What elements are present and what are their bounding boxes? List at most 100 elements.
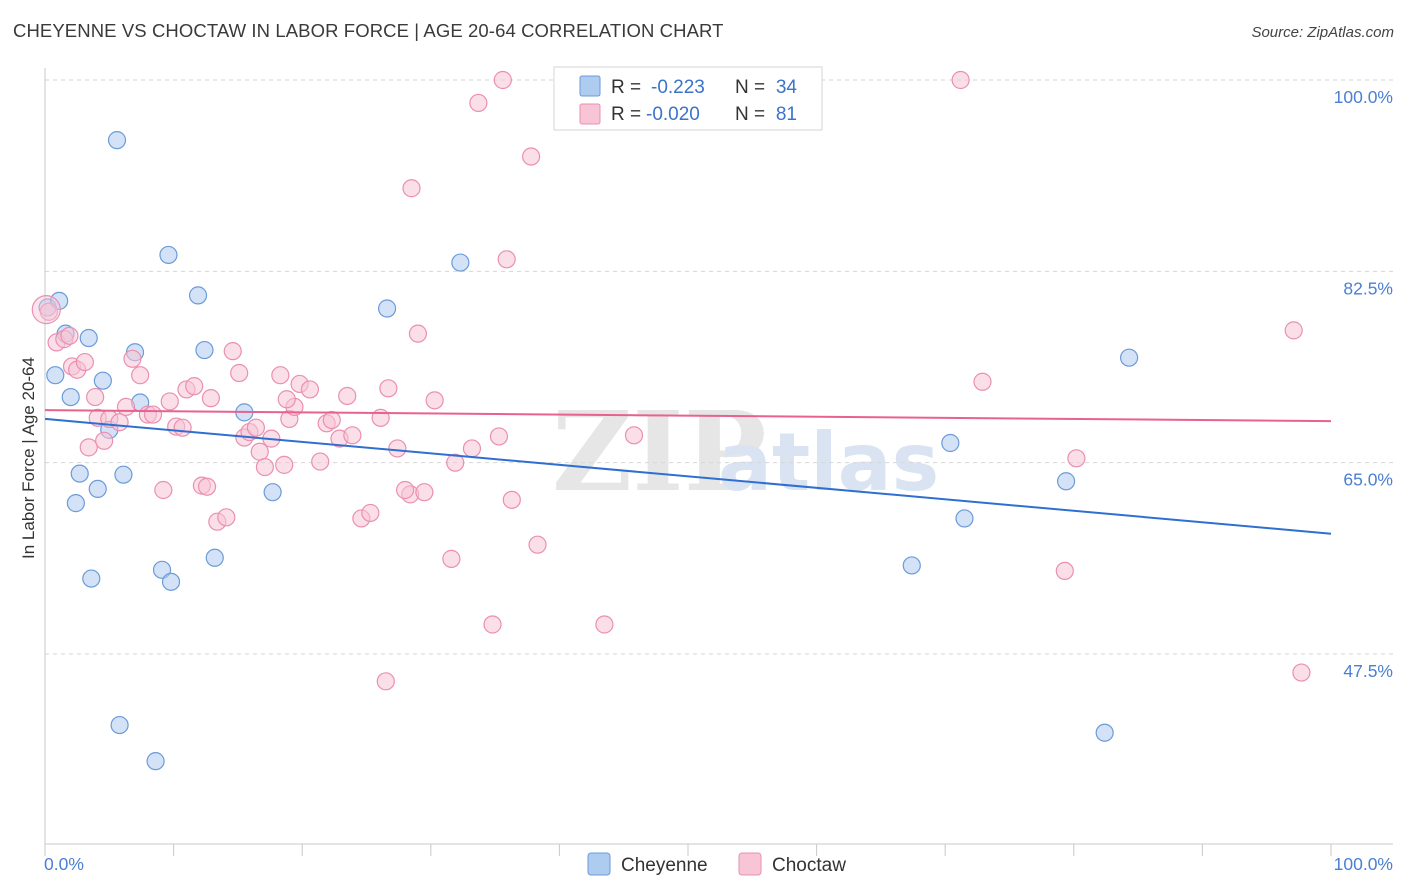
point-choctaw-74 xyxy=(973,372,992,391)
point-choctaw-35 xyxy=(255,457,275,477)
point-choctaw-18 xyxy=(154,480,173,500)
point-choctaw-75 xyxy=(1055,561,1074,581)
point-choctaw-48 xyxy=(343,426,362,445)
point-choctaw-79 xyxy=(395,480,415,500)
point-cheyenne-10 xyxy=(93,371,112,390)
point-choctaw-0 xyxy=(39,302,58,321)
point-cheyenne-7 xyxy=(70,464,89,483)
point-choctaw-28 xyxy=(217,508,236,527)
point-choctaw-55 xyxy=(415,483,434,502)
point-choctaw-67 xyxy=(402,179,421,198)
point-choctaw-26 xyxy=(201,389,220,408)
x-tick-label-max: 100.0% xyxy=(1334,854,1393,874)
legend-swatch-choctaw xyxy=(579,103,601,125)
legend-n-label-choctaw: N = xyxy=(735,104,765,125)
point-cheyenne-30 xyxy=(955,509,974,528)
point-choctaw-33 xyxy=(246,418,266,437)
point-cheyenne-21 xyxy=(188,286,208,305)
point-choctaw-70 xyxy=(483,615,502,634)
point-choctaw-17 xyxy=(143,405,163,424)
legend-box: R = -0.223 N = 34 R = -0.020 N = 81 xyxy=(553,66,823,131)
point-choctaw-63 xyxy=(502,490,521,509)
point-cheyenne-29 xyxy=(941,433,960,453)
point-choctaw-37 xyxy=(271,366,290,385)
bottom-legend-swatch-choctaw xyxy=(738,852,762,876)
gridlines xyxy=(45,79,1393,655)
point-choctaw-76 xyxy=(1067,449,1086,468)
legend-r-value-cheyenne: -0.223 xyxy=(651,77,705,98)
point-choctaw-29 xyxy=(223,342,242,361)
trend-lines xyxy=(44,409,1332,535)
point-cheyenne-13 xyxy=(114,465,133,484)
point-cheyenne-6 xyxy=(66,494,85,513)
point-choctaw-60 xyxy=(469,93,488,113)
point-choctaw-61 xyxy=(493,70,512,90)
point-cheyenne-2 xyxy=(46,366,65,385)
point-choctaw-62 xyxy=(489,427,509,446)
legend-r-value-choctaw: -0.020 xyxy=(646,104,700,125)
point-cheyenne-33 xyxy=(1095,723,1114,742)
point-cheyenne-5 xyxy=(61,387,80,407)
y-tick-label-2: 65.0% xyxy=(1343,470,1393,490)
bottom-legend-label-cheyenne: Cheyenne xyxy=(621,855,708,876)
point-cheyenne-17 xyxy=(146,752,165,771)
y-axis-label: In Labor Force | Age 20-64 xyxy=(19,357,38,559)
point-cheyenne-23 xyxy=(205,548,224,567)
point-cheyenne-8 xyxy=(82,569,101,588)
legend-swatch-cheyenne xyxy=(579,75,601,97)
point-choctaw-65 xyxy=(528,535,547,554)
point-choctaw-51 xyxy=(371,408,390,427)
y-tick-label-1: 82.5% xyxy=(1343,278,1393,298)
point-choctaw-43 xyxy=(311,452,330,471)
point-cheyenne-31 xyxy=(1056,472,1076,491)
point-choctaw-71 xyxy=(595,615,614,634)
point-choctaw-13 xyxy=(116,397,136,417)
point-choctaw-21 xyxy=(173,418,192,437)
legend-n-value-choctaw: 81 xyxy=(776,104,797,125)
point-cheyenne-4 xyxy=(79,328,98,348)
point-cheyenne-12 xyxy=(107,131,127,150)
point-choctaw-large xyxy=(31,295,61,325)
trend-line-cheyenne xyxy=(44,417,1332,535)
x-tick-label-min: 0.0% xyxy=(44,854,84,874)
point-cheyenne-25 xyxy=(263,483,282,502)
point-choctaw-69 xyxy=(376,672,395,691)
point-choctaw-47 xyxy=(338,386,357,406)
point-choctaw-50 xyxy=(361,503,380,523)
point-choctaw-15 xyxy=(131,366,150,385)
point-choctaw-56 xyxy=(425,391,444,410)
point-cheyenne-26 xyxy=(377,299,397,318)
point-cheyenne-20 xyxy=(161,572,181,591)
point-cheyenne-9 xyxy=(88,479,107,499)
point-choctaw-7 xyxy=(79,438,98,457)
point-choctaw-73 xyxy=(951,70,970,90)
source-credit: Source: ZipAtlas.com xyxy=(1251,24,1394,41)
bottom-legend: Cheyenne Choctaw xyxy=(587,852,846,876)
data-points xyxy=(31,70,1311,771)
point-choctaw-23 xyxy=(185,377,204,396)
point-cheyenne-32 xyxy=(1119,348,1139,367)
point-choctaw-53 xyxy=(388,439,407,458)
point-choctaw-58 xyxy=(446,453,465,472)
legend-r-label-choctaw: R = xyxy=(611,104,641,125)
bottom-legend-label-choctaw: Choctaw xyxy=(772,855,846,876)
point-choctaw-12 xyxy=(110,413,129,432)
point-choctaw-78 xyxy=(1292,663,1311,682)
point-choctaw-8 xyxy=(86,387,105,407)
point-choctaw-19 xyxy=(160,392,179,411)
point-choctaw-14 xyxy=(123,349,142,368)
point-choctaw-3 xyxy=(60,326,79,345)
watermark-zip: ZIP xyxy=(552,387,766,516)
point-choctaw-66 xyxy=(408,324,428,343)
legend-r-label-cheyenne: R = xyxy=(611,77,641,98)
point-choctaw-64 xyxy=(522,147,541,166)
y-tick-label-3: 47.5% xyxy=(1343,661,1393,681)
y-tick-label-0: 100.0% xyxy=(1334,87,1393,107)
bottom-legend-swatch-cheyenne xyxy=(587,852,611,876)
point-cheyenne-18 xyxy=(152,560,172,579)
point-choctaw-25 xyxy=(197,477,217,496)
point-cheyenne-16 xyxy=(110,715,129,735)
point-choctaw-42 xyxy=(300,380,320,399)
point-choctaw-6 xyxy=(75,352,94,372)
